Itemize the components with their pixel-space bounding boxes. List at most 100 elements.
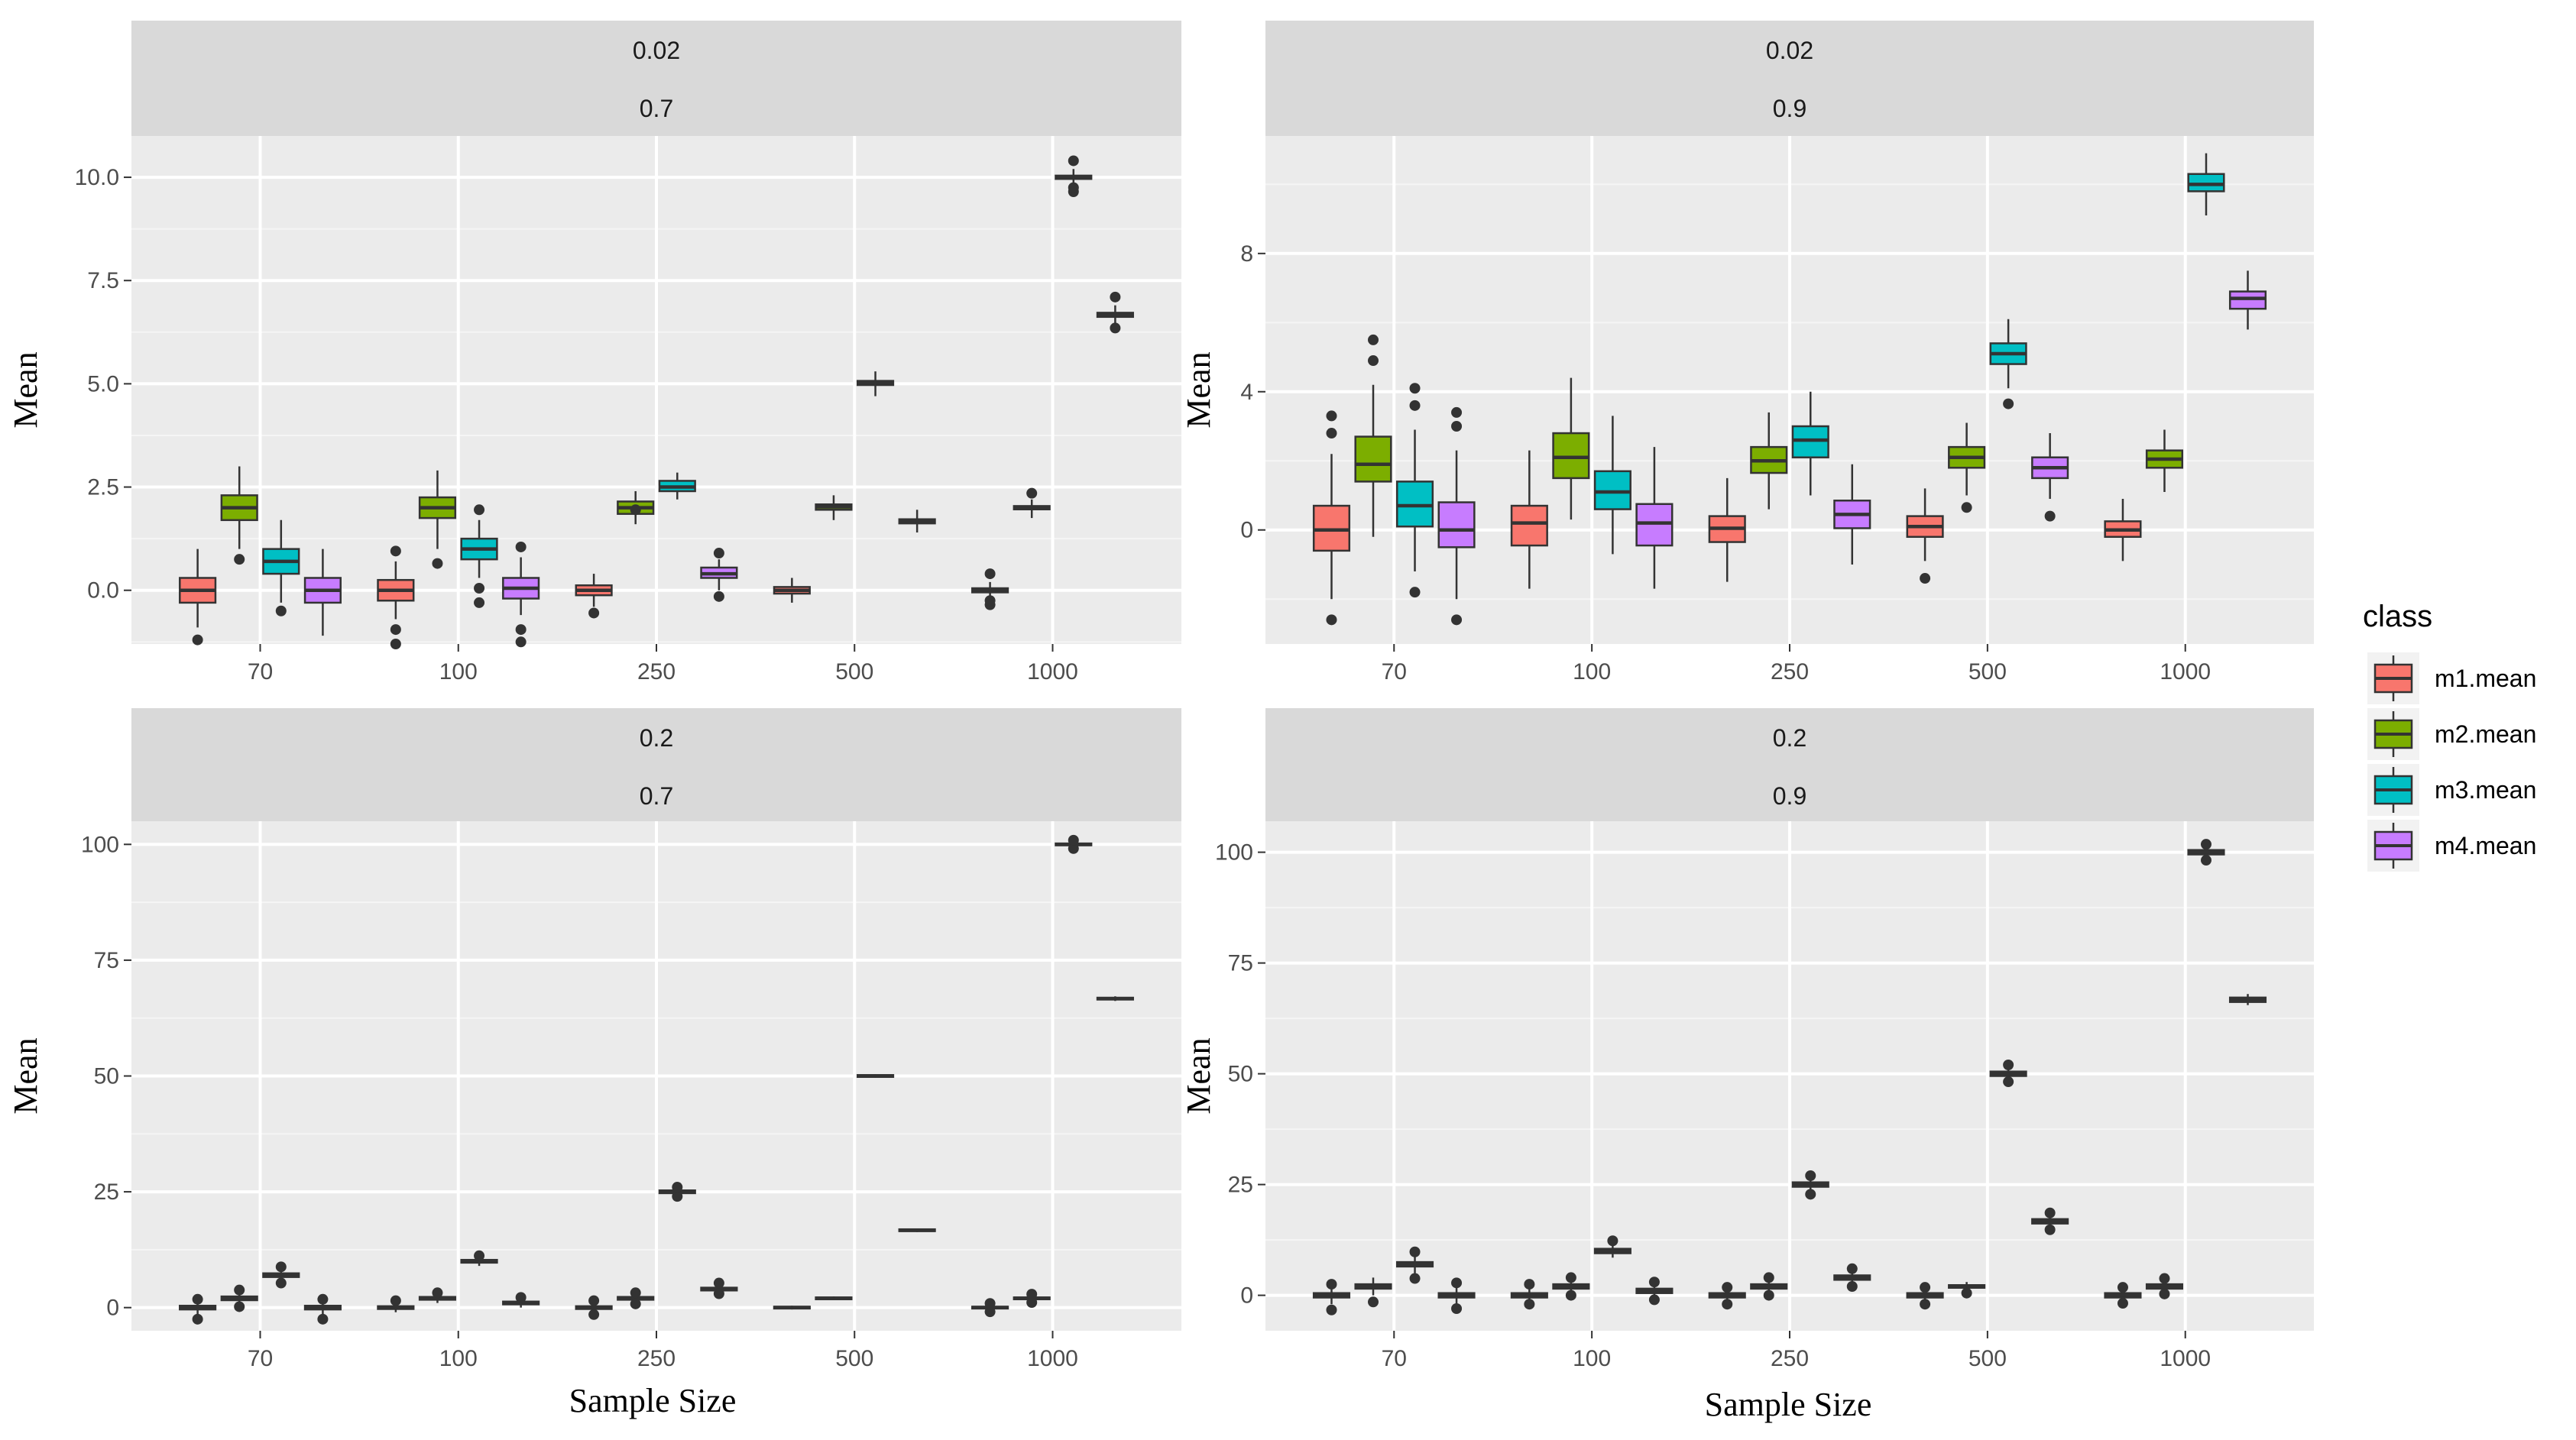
outlier-point <box>192 634 203 646</box>
outlier-point <box>317 1293 329 1305</box>
outlier-point <box>2003 1076 2014 1088</box>
x-tick-label: 1000 <box>1027 1346 1078 1371</box>
legend-entry-m4.mean: m4.mean <box>2367 820 2536 872</box>
box-m2.mean-1000 <box>1013 1289 1051 1309</box>
outlier-point <box>984 568 996 580</box>
outlier-point <box>2200 855 2211 866</box>
outlier-point <box>1409 383 1421 394</box>
outlier-point <box>984 1298 996 1309</box>
box-body <box>1635 503 1674 547</box>
box-m3.mean-100 <box>1593 1235 1631 1258</box>
box-body <box>1552 432 1590 480</box>
y-tick-label: 7.5 <box>87 268 119 293</box>
box-m2.mean-250 <box>617 490 655 525</box>
box-m3.mean-500 <box>1989 319 2027 409</box>
outlier-point <box>1026 487 1038 499</box>
outlier-point <box>1068 155 1079 167</box>
legend: class m1.mean m2.mean m3.mean m4.mean <box>2363 600 2536 872</box>
box-m3.mean-70 <box>262 519 300 616</box>
box-body <box>2187 173 2225 193</box>
legend-entry-m1.mean: m1.mean <box>2367 652 2536 704</box>
x-axis-title-right: Sample Size <box>1705 1386 1872 1423</box>
box-m3.mean-100 <box>460 1250 498 1267</box>
outlier-point <box>1565 1272 1576 1283</box>
outlier-point <box>515 636 527 648</box>
legend-entry-m3.mean: m3.mean <box>2367 764 2536 816</box>
box-m3.mean-1000 <box>1055 834 1093 854</box>
facet-strip-label-bottom: 0.9 <box>1773 95 1806 122</box>
box-m1.mean-250 <box>575 1295 613 1320</box>
box-m4.mean-500 <box>2031 433 2069 522</box>
outlier-point <box>474 1250 485 1261</box>
box-m1.mean-70 <box>179 1293 217 1325</box>
outlier-point <box>1451 406 1463 418</box>
y-tick-label: 0 <box>106 1296 119 1321</box>
y-tick-label: 50 <box>1228 1062 1253 1087</box>
outlier-point <box>234 554 245 565</box>
facet-strip <box>1265 708 2314 821</box>
box-m3.mean-1000 <box>1055 155 1093 197</box>
outlier-point <box>1409 1246 1421 1257</box>
outlier-point <box>672 1182 683 1193</box>
outlier-point <box>2003 1060 2014 1070</box>
outlier-point <box>2003 398 2014 409</box>
outlier-point <box>1961 1287 1972 1299</box>
box-m2.mean-1000 <box>2145 1273 2184 1299</box>
box-m2.mean-250 <box>617 1287 655 1309</box>
facet-panel-2: 0.02 0.9 0 4 8 70 100 250 500 1000 Mean <box>1180 21 2314 684</box>
outlier-point <box>1409 1273 1421 1284</box>
x-tick-label: 250 <box>637 1346 676 1371</box>
box-m3.mean-100 <box>460 504 498 608</box>
outlier-point <box>2044 1224 2056 1235</box>
y-tick-label: 100 <box>81 832 119 857</box>
outlier-point <box>317 1313 329 1325</box>
y-tick-label: 2.5 <box>87 475 119 500</box>
outlier-point <box>1409 400 1421 411</box>
box-m4.mean-250 <box>1833 1263 1871 1292</box>
outlier-point <box>2117 1298 2128 1309</box>
x-tick-label: 500 <box>1968 1346 2007 1371</box>
outlier-point <box>1451 1277 1463 1289</box>
outlier-point <box>713 1288 724 1299</box>
outlier-point <box>1451 614 1463 626</box>
x-tick-label: 1000 <box>1027 659 1078 684</box>
outlier-point <box>432 558 443 569</box>
outlier-point <box>1920 1299 1931 1310</box>
outlier-point <box>1722 1282 1733 1293</box>
box-body <box>1510 504 1548 547</box>
box-body <box>1593 470 1631 510</box>
box-m4.mean-100 <box>1635 1277 1674 1306</box>
outlier-point <box>630 1287 641 1299</box>
box-m4.mean-1000 <box>2228 994 2267 1005</box>
outlier-point <box>984 595 996 607</box>
box-m1.mean-70 <box>179 548 217 646</box>
box-m3.mean-70 <box>1395 383 1434 598</box>
outlier-point <box>390 1295 401 1306</box>
box-m4.mean-70 <box>303 548 342 636</box>
x-tick-label: 70 <box>1382 659 1407 684</box>
box-m2.mean-100 <box>1552 377 1590 520</box>
facet-panel-1: 0.02 0.7 0.0 2.5 5.0 7.5 10.0 70 100 250 500 1000 Me… <box>7 21 1181 684</box>
box-m4.mean-500 <box>898 510 936 533</box>
x-axis-title-left: Sample Size <box>569 1382 737 1419</box>
box-m3.mean-100 <box>1593 416 1631 555</box>
box-m2.mean-70 <box>1354 1277 1392 1308</box>
outlier-point <box>1648 1277 1660 1288</box>
outlier-point <box>515 624 527 636</box>
x-tick-label: 70 <box>1382 1346 1407 1371</box>
outlier-point <box>630 504 641 516</box>
box-body <box>1791 425 1829 458</box>
outlier-point <box>1961 502 1972 513</box>
outlier-point <box>630 1298 641 1309</box>
box-m2.mean-500 <box>815 495 853 520</box>
box-m1.mean-500 <box>1906 1282 1944 1310</box>
box-m4.mean-500 <box>898 1228 936 1232</box>
box-m4.mean-1000 <box>1096 996 1134 1002</box>
box-m4.mean-250 <box>1833 464 1871 565</box>
outlier-point <box>275 1261 287 1273</box>
box-m2.mean-100 <box>418 470 457 569</box>
facet-panel-3: 0.2 0.7 0 25 50 75 100 70 100 250 500 1000 Mean <box>7 708 1181 1371</box>
box-m1.mean-1000 <box>971 568 1009 610</box>
outlier-point <box>390 545 401 557</box>
outlier-point <box>2044 1207 2056 1218</box>
